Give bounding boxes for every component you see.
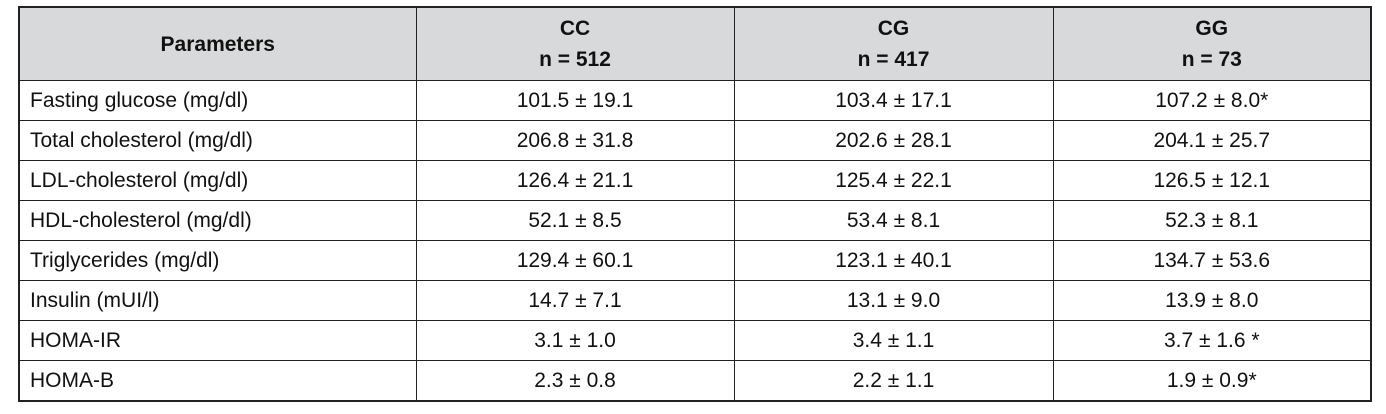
header-cell: CC n = 512 [415, 6, 735, 81]
table-row: LDL-cholesterol (mg/dl) 126.4 ± 21.1 125.4… [18, 160, 1372, 201]
parameter-cell: LDL-cholesterol (mg/dl) [18, 160, 417, 201]
parameter-cell: HDL-cholesterol (mg/dl) [18, 200, 417, 241]
table-body: Fasting glucose (mg/dl) 101.5 ± 19.1 103.4… [18, 80, 1372, 402]
value-cell: 52.1 ± 8.5 [415, 200, 735, 241]
value-cell: 2.3 ± 0.8 [415, 360, 735, 402]
table-row: Triglycerides (mg/dl) 129.4 ± 60.1 123.1 ±… [18, 240, 1372, 281]
value-cell: 101.5 ± 19.1 [415, 80, 735, 121]
sample-size: n = 73 [1181, 48, 1242, 71]
value-cell: 126.5 ± 12.1 [1052, 160, 1372, 201]
genotype-label: CC [559, 17, 591, 40]
value-cell: 13.1 ± 9.0 [733, 280, 1054, 321]
sample-size: n = 512 [539, 48, 611, 71]
data-table: Parameters CC n = 512 CG n = 417 GG n = 73 Fas… [18, 6, 1372, 402]
parameter-cell: Fasting glucose (mg/dl) [18, 80, 417, 121]
value-cell: 13.9 ± 8.0 [1052, 280, 1372, 321]
value-cell: 202.6 ± 28.1 [733, 120, 1054, 161]
value-cell: 1.9 ± 0.9* [1052, 360, 1372, 402]
table-container: Parameters CC n = 512 CG n = 417 GG n = 73 Fas… [18, 6, 1372, 402]
value-cell: 204.1 ± 25.7 [1052, 120, 1372, 161]
header-row: Parameters CC n = 512 CG n = 417 GG n = 73 [18, 6, 1372, 81]
header-cell: Parameters [18, 6, 417, 81]
parameter-cell: HOMA-B [18, 360, 417, 402]
genotype-label: CG [877, 17, 910, 40]
value-cell: 3.1 ± 1.0 [415, 320, 735, 361]
table-row: HOMA-B 2.3 ± 0.8 2.2 ± 1.1 1.9 ± 0.9* [18, 360, 1372, 402]
value-cell: 53.4 ± 8.1 [733, 200, 1054, 241]
value-cell: 3.7 ± 1.6 * [1052, 320, 1372, 361]
value-cell: 107.2 ± 8.0* [1052, 80, 1372, 121]
table-row: Fasting glucose (mg/dl) 101.5 ± 19.1 103.4… [18, 80, 1372, 121]
value-cell: 103.4 ± 17.1 [733, 80, 1054, 121]
value-cell: 134.7 ± 53.6 [1052, 240, 1372, 281]
parameter-cell: Total cholesterol (mg/dl) [18, 120, 417, 161]
table-row: Total cholesterol (mg/dl) 206.8 ± 31.8 202… [18, 120, 1372, 161]
value-cell: 2.2 ± 1.1 [733, 360, 1054, 402]
table-row: HOMA-IR 3.1 ± 1.0 3.4 ± 1.1 3.7 ± 1.6 * [18, 320, 1372, 361]
table-row: Insulin (mUI/l) 14.7 ± 7.1 13.1 ± 9.0 13.9 … [18, 280, 1372, 321]
value-cell: 14.7 ± 7.1 [415, 280, 735, 321]
value-cell: 126.4 ± 21.1 [415, 160, 735, 201]
value-cell: 123.1 ± 40.1 [733, 240, 1054, 281]
parameter-cell: HOMA-IR [18, 320, 417, 361]
value-cell: 3.4 ± 1.1 [733, 320, 1054, 361]
parameter-cell: Insulin (mUI/l) [18, 280, 417, 321]
table-row: HDL-cholesterol (mg/dl) 52.1 ± 8.5 53.4 ± … [18, 200, 1372, 241]
value-cell: 52.3 ± 8.1 [1052, 200, 1372, 241]
value-cell: 125.4 ± 22.1 [733, 160, 1054, 201]
header-cell: GG n = 73 [1052, 6, 1372, 81]
genotype-label: GG [1195, 17, 1229, 40]
value-cell: 129.4 ± 60.1 [415, 240, 735, 281]
sample-size: n = 417 [857, 48, 930, 71]
parameter-cell: Triglycerides (mg/dl) [18, 240, 417, 281]
value-cell: 206.8 ± 31.8 [415, 120, 735, 161]
header-cell: CG n = 417 [733, 6, 1054, 81]
